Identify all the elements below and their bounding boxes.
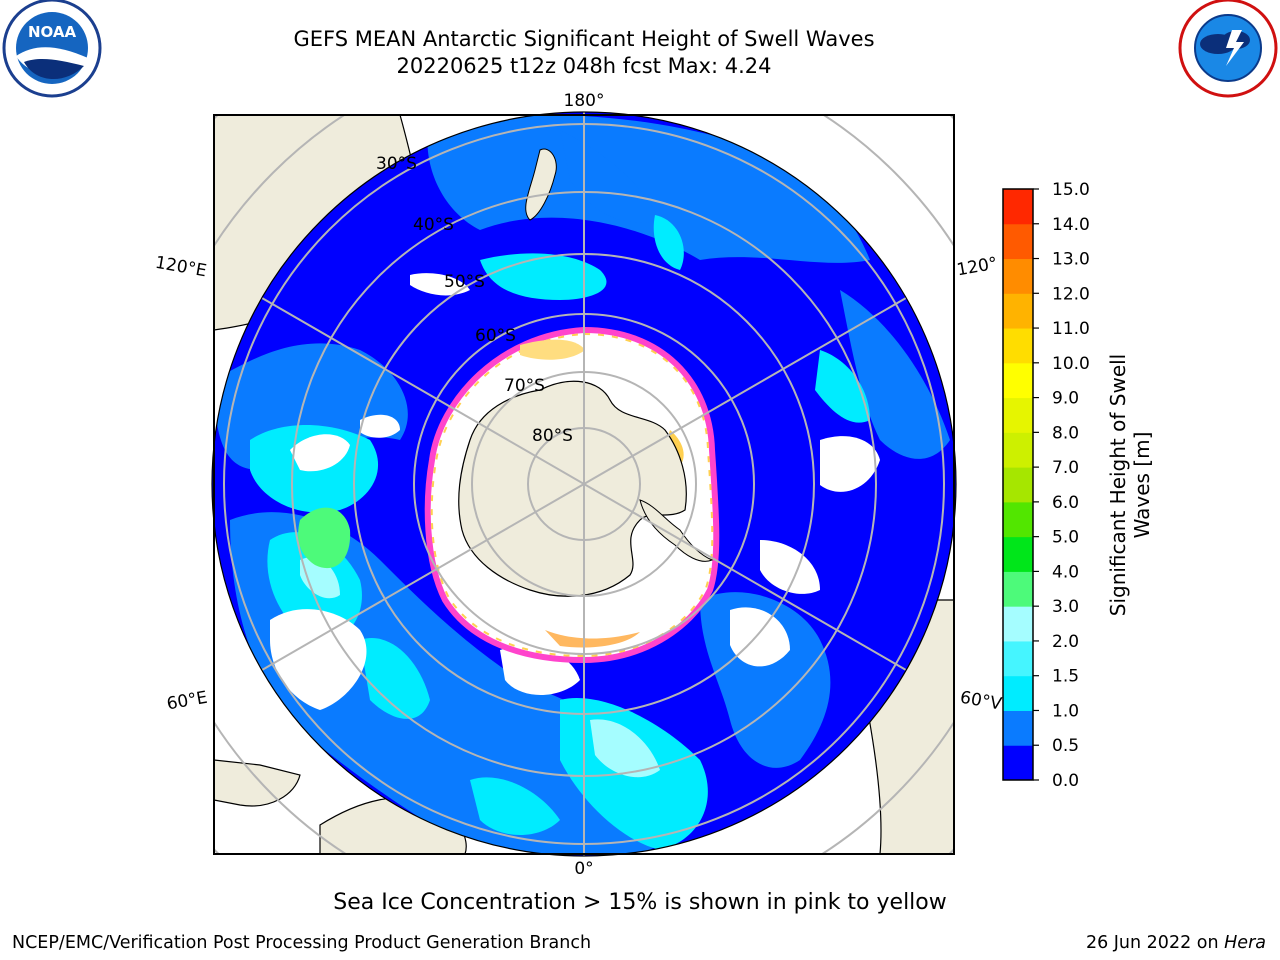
antarctic-peninsula	[639, 499, 714, 562]
colorbar-frame	[1002, 188, 1034, 781]
colorbar-tick-label: 14.0	[1052, 215, 1090, 235]
colorbar-tick-label: 10.0	[1052, 354, 1090, 374]
colorbar-title-line1: Significant Height of Swell	[1106, 353, 1130, 617]
noaa-logo: NOAA	[2, 0, 102, 98]
colorbar-tick-label: 1.5	[1052, 667, 1079, 687]
colorbar-segment	[1003, 501, 1033, 538]
ocean-disc	[211, 111, 957, 857]
colorbar-segment	[1003, 640, 1033, 677]
footer-credit: NCEP/EMC/Verification Post Processing Pr…	[12, 933, 592, 953]
colorbar-tick-label: 12.0	[1052, 284, 1090, 304]
chart-title: GEFS MEAN Antarctic Significant Height o…	[293, 27, 875, 51]
lat-label-80s: 80°S	[532, 426, 573, 446]
colorbar-tick-label: 11.0	[1052, 319, 1090, 339]
green-swell-patch	[298, 507, 351, 569]
lat-label-40s: 40°S	[413, 215, 454, 235]
colorbar-segment	[1003, 189, 1033, 225]
colorbar-segment	[1003, 258, 1033, 294]
colorbar-title-line2: Waves [m]	[1130, 431, 1154, 539]
lon-label-180: 180°	[564, 91, 605, 111]
colorbar-segment	[1003, 362, 1033, 399]
colorbar-tick-label: 6.0	[1052, 493, 1079, 513]
lon-label-0: 0°	[574, 859, 593, 879]
colorbar-segment	[1003, 432, 1033, 468]
lon-label-60e: 60°E	[165, 688, 209, 715]
colorbar-tick-label: 8.0	[1052, 423, 1079, 443]
lon-label-120e: 120°E	[154, 253, 208, 282]
colorbar-segment	[1003, 710, 1033, 746]
colorbar-segment	[1003, 293, 1033, 329]
colorbar-tick-label: 0.0	[1052, 771, 1079, 791]
colorbar-tick-label: 7.0	[1052, 458, 1079, 478]
colorbar-tick-label: 15.0	[1052, 180, 1090, 200]
nws-logo	[1178, 0, 1278, 98]
new-zealand	[525, 148, 557, 221]
colorbar-tick-label: 5.0	[1052, 528, 1079, 548]
colorbar-tick-label: 4.0	[1052, 562, 1079, 582]
lon-label-60w: 60°V	[959, 688, 1004, 715]
lon-label-120w: 120°	[955, 254, 999, 281]
graticule	[223, 112, 945, 856]
colorbar-segment	[1003, 571, 1033, 607]
map-frame	[213, 114, 955, 855]
chart-subtitle: 20220625 t12z 048h fcst Max: 4.24	[396, 54, 772, 78]
colorbar-segment	[1003, 467, 1033, 503]
colorbar-tick-label: 2.0	[1052, 632, 1079, 652]
colorbar-segment	[1003, 675, 1033, 711]
colorbar-tick-label: 9.0	[1052, 389, 1079, 409]
colorbar-segment	[1003, 223, 1033, 260]
lat-label-50s: 50°S	[444, 272, 485, 292]
footer-date-text: 26 Jun 2022 on	[1085, 933, 1225, 953]
colorbar-segment	[1003, 536, 1033, 572]
colorbar-tick-label: 1.0	[1052, 701, 1079, 721]
colorbar-tick-label: 0.5	[1052, 736, 1079, 756]
colorbar-segment	[1003, 397, 1033, 433]
footer-host: Hera	[1224, 933, 1266, 953]
colorbar-segment	[1003, 745, 1033, 781]
sea-ice-note: Sea Ice Concentration > 15% is shown in …	[333, 890, 947, 915]
colorbar-tick-label: 13.0	[1052, 250, 1090, 270]
colorbar-segment	[1003, 606, 1033, 642]
footer-date: 26 Jun 2022 on Hera	[1086, 933, 1266, 953]
colorbar-segment	[1003, 328, 1033, 364]
colorbar-tick-label: 3.0	[1052, 597, 1079, 617]
noaa-logo-text: NOAA	[28, 23, 77, 41]
lat-label-70s: 70°S	[504, 376, 545, 396]
colorbar: 0.0 0.5 1.0 1.5 2.0 3.0 4.0 5.0 6.0 7.0 8.0 9.0 10.0…	[1002, 180, 1090, 791]
lat-label-60s: 60°S	[475, 326, 516, 346]
lat-label-30s: 30°S	[376, 154, 417, 174]
antarctica	[458, 380, 687, 597]
